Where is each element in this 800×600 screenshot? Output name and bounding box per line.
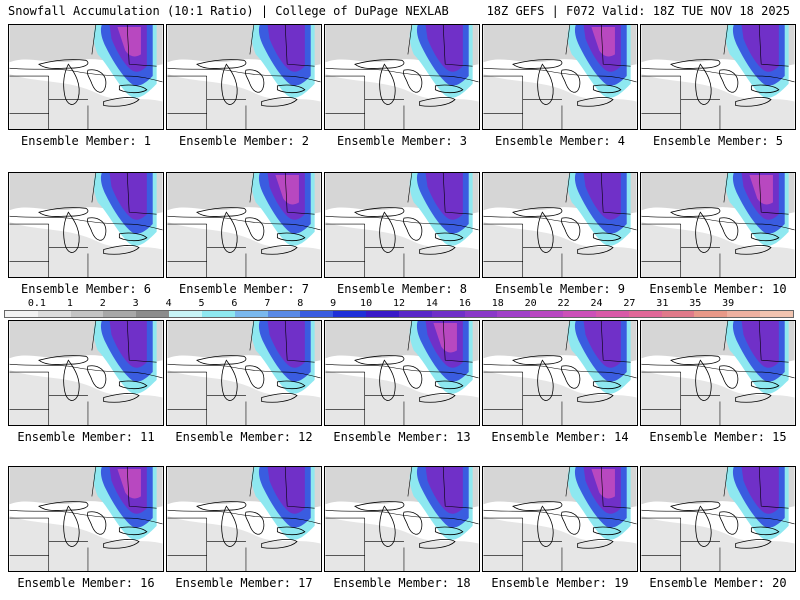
colorbar-labels: 0.1 1 2 3 4 5 6 7 8 9 10 12 14 16 18 20 22 24 27 31 35 39 bbox=[4, 298, 794, 310]
colorbar-tick-label: 12 bbox=[392, 298, 406, 309]
colorbar-tick-label: 4 bbox=[165, 298, 172, 309]
ensemble-map-panel bbox=[166, 172, 322, 278]
ensemble-map-panel bbox=[640, 172, 796, 278]
colorbar-tick-label: 9 bbox=[330, 298, 337, 309]
colorbar-tick-label: 2 bbox=[99, 298, 106, 309]
colorbar-swatch bbox=[595, 311, 629, 317]
colorbar-swatch bbox=[464, 311, 498, 317]
ensemble-map-panel bbox=[324, 320, 480, 426]
ensemble-map-panel bbox=[166, 320, 322, 426]
page-title: Snowfall Accumulation (10:1 Ratio) | Col… bbox=[8, 4, 449, 18]
ensemble-member-label: Ensemble Member: 11 bbox=[17, 430, 155, 444]
colorbar-swatch bbox=[727, 311, 761, 317]
colorbar-swatch bbox=[103, 311, 137, 317]
colorbar-swatch bbox=[5, 311, 38, 317]
colorbar-tick-label: 20 bbox=[524, 298, 537, 309]
ensemble-map-panel bbox=[640, 24, 796, 130]
ensemble-member-label: Ensemble Member: 18 bbox=[333, 576, 471, 590]
ensemble-member-label: Ensemble Member: 15 bbox=[649, 430, 787, 444]
colorbar-tick-label: 7 bbox=[264, 298, 271, 309]
colorbar-tick-label: 14 bbox=[425, 298, 438, 309]
colorbar-swatch bbox=[661, 311, 695, 317]
colorbar-swatch bbox=[760, 311, 793, 317]
colorbar-swatch bbox=[234, 311, 268, 317]
ensemble-map-panel bbox=[640, 466, 796, 572]
ensemble-member-label: Ensemble Member: 4 bbox=[494, 134, 626, 148]
colorbar-tick-label: 0.1 bbox=[27, 298, 46, 309]
ensemble-map-panel bbox=[324, 24, 480, 130]
colorbar-swatch bbox=[398, 311, 432, 317]
ensemble-member-label: Ensemble Member: 17 bbox=[175, 576, 313, 590]
ensemble-member-label: Ensemble Member: 2 bbox=[178, 134, 310, 148]
colorbar-swatch bbox=[366, 311, 399, 317]
colorbar-tick-label: 10 bbox=[360, 298, 373, 309]
ensemble-map-panel bbox=[8, 466, 164, 572]
ensemble-member-label: Ensemble Member: 19 bbox=[491, 576, 629, 590]
ensemble-member-label: Ensemble Member: 8 bbox=[336, 282, 468, 296]
colorbar-swatch bbox=[431, 311, 465, 317]
ensemble-map-panel bbox=[166, 24, 322, 130]
ensemble-map-panel bbox=[8, 172, 164, 278]
colorbar-tick-label: 3 bbox=[132, 298, 139, 309]
colorbar-swatch bbox=[497, 311, 531, 317]
colorbar-tick-label: 16 bbox=[458, 298, 471, 309]
colorbar-swatch bbox=[169, 311, 202, 317]
ensemble-member-label: Ensemble Member: 1 bbox=[20, 134, 152, 148]
colorbar-tick-label: 24 bbox=[590, 298, 603, 309]
ensemble-map-panel bbox=[8, 24, 164, 130]
ensemble-map-panel bbox=[166, 466, 322, 572]
colorbar-swatch bbox=[694, 311, 728, 317]
colorbar-swatch bbox=[267, 311, 301, 317]
colorbar-tick-label: 6 bbox=[231, 298, 238, 309]
ensemble-member-label: Ensemble Member: 13 bbox=[333, 430, 471, 444]
ensemble-member-label: Ensemble Member: 6 bbox=[20, 282, 152, 296]
colorbar-tick-label: 18 bbox=[491, 298, 504, 309]
ensemble-map-panel bbox=[482, 172, 638, 278]
ensemble-member-label: Ensemble Member: 3 bbox=[336, 134, 468, 148]
colorbar-swatch bbox=[333, 311, 367, 317]
colorbar-tick-label: 35 bbox=[689, 298, 702, 309]
ensemble-map-panel bbox=[640, 320, 796, 426]
run-valid-time: 18Z GEFS | F072 Valid: 18Z TUE NOV 18 20… bbox=[486, 4, 790, 18]
colorbar-swatch bbox=[70, 311, 104, 317]
colorbar-tick-label: 22 bbox=[557, 298, 570, 309]
colorbar-swatch bbox=[37, 311, 71, 317]
colorbar bbox=[4, 310, 794, 318]
colorbar-swatch bbox=[136, 311, 170, 317]
colorbar-tick-label: 1 bbox=[66, 298, 73, 309]
ensemble-member-label: Ensemble Member: 20 bbox=[649, 576, 787, 590]
ensemble-map-panel bbox=[8, 320, 164, 426]
ensemble-member-label: Ensemble Member: 14 bbox=[491, 430, 629, 444]
ensemble-map-panel bbox=[482, 466, 638, 572]
ensemble-member-label: Ensemble Member: 5 bbox=[652, 134, 784, 148]
ensemble-member-label: Ensemble Member: 10 bbox=[649, 282, 787, 296]
ensemble-map-panel bbox=[482, 24, 638, 130]
ensemble-member-label: Ensemble Member: 7 bbox=[178, 282, 310, 296]
ensemble-member-label: Ensemble Member: 12 bbox=[175, 430, 313, 444]
ensemble-member-label: Ensemble Member: 9 bbox=[494, 282, 626, 296]
ensemble-map-panel bbox=[324, 172, 480, 278]
colorbar-tick-label: 31 bbox=[656, 298, 669, 309]
colorbar-swatch bbox=[563, 311, 596, 317]
colorbar-tick-label: 27 bbox=[623, 298, 636, 309]
ensemble-member-label: Ensemble Member: 16 bbox=[17, 576, 155, 590]
colorbar-tick-label: 8 bbox=[297, 298, 304, 309]
colorbar-swatch bbox=[201, 311, 235, 317]
colorbar-swatch bbox=[628, 311, 662, 317]
ensemble-map-panel bbox=[324, 466, 480, 572]
colorbar-swatch bbox=[300, 311, 334, 317]
ensemble-map-panel bbox=[482, 320, 638, 426]
colorbar-tick-label: 39 bbox=[722, 298, 735, 309]
colorbar-swatch bbox=[530, 311, 564, 317]
colorbar-tick-label: 5 bbox=[198, 298, 205, 309]
